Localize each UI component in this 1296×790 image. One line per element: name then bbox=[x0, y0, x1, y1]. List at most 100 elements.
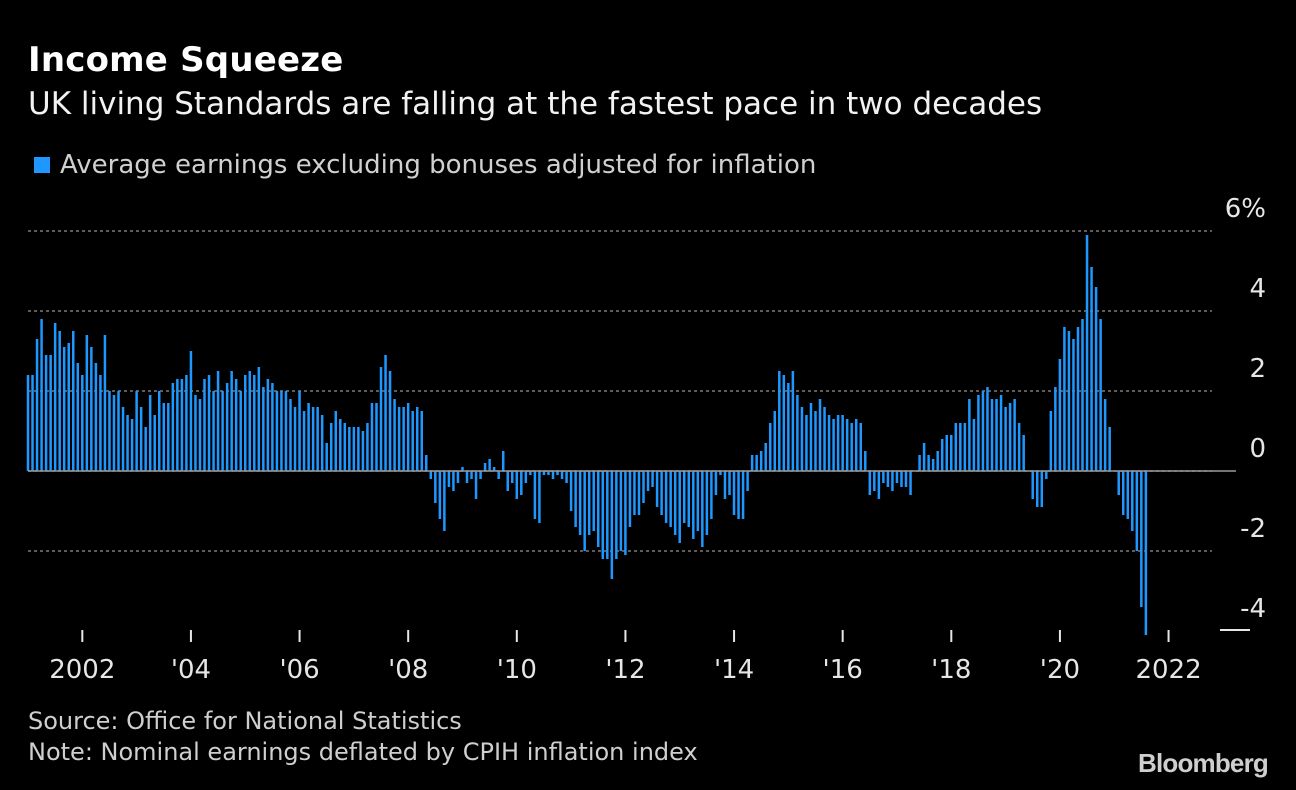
bar bbox=[1022, 435, 1025, 471]
bar bbox=[1121, 471, 1125, 515]
bar bbox=[809, 403, 813, 471]
bar bbox=[456, 471, 460, 483]
bar bbox=[62, 347, 66, 471]
bar bbox=[311, 407, 315, 471]
bar bbox=[1144, 471, 1148, 635]
bar bbox=[203, 379, 206, 471]
bar bbox=[800, 407, 804, 471]
bar bbox=[963, 423, 967, 471]
bar bbox=[171, 383, 175, 471]
y-tick-label: 6% bbox=[1225, 194, 1266, 224]
bar bbox=[234, 379, 238, 471]
bar bbox=[705, 471, 709, 535]
bar bbox=[112, 395, 116, 471]
bar bbox=[1103, 399, 1107, 471]
bar bbox=[511, 471, 514, 483]
bar bbox=[583, 471, 586, 551]
bar bbox=[999, 395, 1003, 471]
bar bbox=[773, 411, 777, 471]
bar bbox=[185, 375, 188, 471]
bar bbox=[198, 399, 202, 471]
bar bbox=[31, 375, 34, 471]
bar bbox=[592, 471, 595, 531]
bar bbox=[230, 371, 233, 471]
bar bbox=[275, 391, 279, 471]
x-tick-label: '18 bbox=[931, 655, 971, 685]
legend: Average earnings excluding bonuses adjus… bbox=[34, 150, 816, 180]
bar bbox=[805, 415, 808, 471]
bar bbox=[497, 471, 500, 479]
bar bbox=[538, 471, 541, 523]
bar bbox=[180, 379, 184, 471]
bar bbox=[1081, 319, 1084, 471]
bar bbox=[1094, 287, 1098, 471]
bar bbox=[1108, 427, 1111, 471]
bar bbox=[918, 455, 921, 471]
bar bbox=[99, 375, 102, 471]
bar bbox=[931, 459, 935, 471]
legend-swatch bbox=[34, 157, 50, 173]
bar bbox=[420, 411, 423, 471]
x-tick-label: 2022 bbox=[1135, 655, 1201, 685]
bar bbox=[280, 391, 283, 471]
bar bbox=[289, 399, 292, 471]
bar bbox=[796, 395, 799, 471]
bar bbox=[506, 471, 509, 491]
bar bbox=[474, 471, 478, 499]
bar bbox=[239, 391, 242, 471]
bar bbox=[302, 411, 306, 471]
bar bbox=[972, 419, 976, 471]
bar bbox=[58, 331, 61, 471]
bar bbox=[737, 471, 740, 519]
chart-title: Income Squeeze bbox=[28, 40, 344, 80]
bar bbox=[1036, 471, 1039, 507]
bar bbox=[429, 471, 433, 479]
bar bbox=[1067, 331, 1071, 471]
bar bbox=[877, 471, 881, 499]
bar bbox=[587, 471, 591, 535]
bar bbox=[479, 471, 482, 479]
bar bbox=[384, 355, 387, 471]
bar bbox=[628, 471, 632, 527]
bar bbox=[402, 407, 405, 471]
bar bbox=[1085, 235, 1089, 471]
bar bbox=[959, 423, 962, 471]
bar bbox=[307, 403, 310, 471]
bar bbox=[904, 471, 908, 487]
bar bbox=[316, 407, 319, 471]
source-note: Source: Office for National Statistics bbox=[28, 707, 462, 735]
bar bbox=[750, 455, 754, 471]
bar bbox=[882, 471, 885, 483]
bar bbox=[415, 407, 419, 471]
bar bbox=[216, 371, 220, 471]
chart-subtitle: UK living Standards are falling at the f… bbox=[28, 86, 1043, 122]
bar bbox=[325, 443, 328, 471]
x-tick-label: '20 bbox=[1040, 655, 1080, 685]
bar bbox=[827, 415, 831, 471]
bar bbox=[1017, 423, 1021, 471]
bar bbox=[954, 423, 958, 471]
bar bbox=[443, 471, 446, 531]
bar bbox=[633, 471, 636, 515]
bloomberg-logo: Bloomberg bbox=[1137, 748, 1269, 778]
bar bbox=[542, 471, 546, 475]
bar bbox=[153, 415, 156, 471]
bar bbox=[262, 387, 265, 471]
bar bbox=[139, 407, 143, 471]
bar bbox=[818, 399, 822, 471]
bar bbox=[768, 423, 772, 471]
bar bbox=[927, 455, 930, 471]
bar bbox=[524, 471, 528, 483]
bar bbox=[320, 415, 324, 471]
bar bbox=[940, 439, 944, 471]
bar bbox=[483, 463, 487, 471]
x-tick-label: '08 bbox=[388, 655, 428, 685]
bar bbox=[194, 395, 197, 471]
bar bbox=[257, 367, 261, 471]
bar bbox=[719, 471, 722, 475]
bar bbox=[461, 467, 464, 471]
bar bbox=[945, 435, 948, 471]
bar bbox=[108, 391, 111, 471]
bar bbox=[339, 419, 342, 471]
bar bbox=[406, 403, 410, 471]
